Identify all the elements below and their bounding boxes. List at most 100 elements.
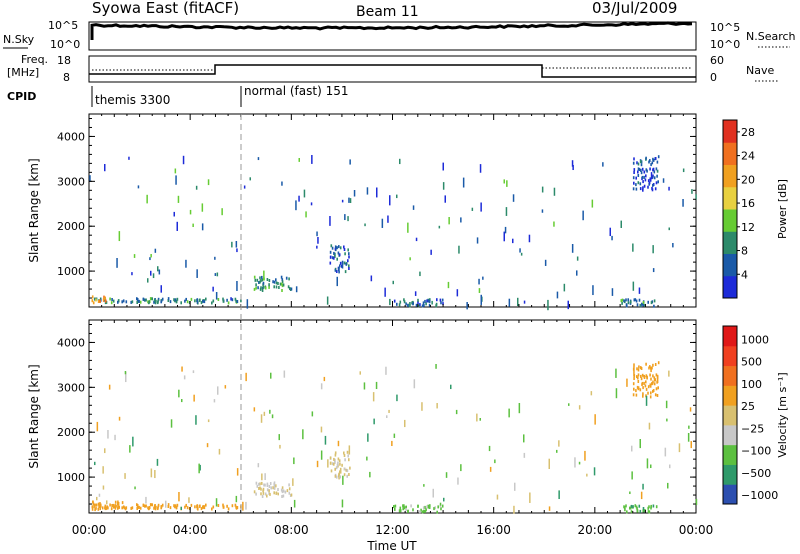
data-point <box>476 237 479 244</box>
power-colorbar-label: Power [dB] <box>776 179 789 239</box>
data-point <box>512 238 514 244</box>
data-point <box>116 258 118 268</box>
data-point <box>648 366 650 370</box>
data-point <box>632 176 635 180</box>
data-point <box>567 300 569 310</box>
x-tick-label: 00:00 <box>72 523 107 537</box>
data-point <box>118 416 121 421</box>
data-point <box>344 458 346 462</box>
data-point <box>273 481 276 490</box>
data-point <box>338 253 341 257</box>
data-point <box>611 235 613 241</box>
data-point <box>695 498 698 506</box>
data-point <box>216 272 219 277</box>
data-point <box>638 287 641 294</box>
data-point <box>136 504 139 507</box>
data-point <box>91 299 94 303</box>
data-point <box>558 440 560 447</box>
data-point <box>257 157 260 161</box>
data-point <box>261 289 264 292</box>
data-point <box>642 301 645 304</box>
data-point <box>255 492 257 496</box>
data-point <box>417 304 420 308</box>
data-point <box>94 508 96 512</box>
data-point <box>235 495 238 503</box>
data-point <box>284 490 287 494</box>
data-point <box>258 487 260 490</box>
data-point <box>584 450 586 461</box>
data-point <box>375 381 378 390</box>
data-point <box>504 226 507 234</box>
data-point <box>282 494 285 498</box>
data-point <box>334 467 336 471</box>
data-point <box>649 395 652 399</box>
data-point <box>682 199 684 207</box>
data-point <box>326 296 329 305</box>
data-point <box>656 374 659 384</box>
data-point <box>632 187 635 191</box>
data-point <box>260 279 262 283</box>
data-point <box>342 475 344 485</box>
data-point <box>657 155 660 159</box>
data-point <box>632 243 634 252</box>
data-point <box>344 270 347 274</box>
data-point <box>642 483 644 490</box>
data-point <box>205 297 207 301</box>
data-point <box>114 506 117 510</box>
data-point <box>185 503 187 507</box>
data-point <box>128 156 130 160</box>
colorbar-tick-label: −100 <box>741 445 771 458</box>
data-point <box>222 505 225 509</box>
data-point <box>412 302 414 306</box>
data-point <box>387 215 389 223</box>
data-point <box>93 505 95 509</box>
data-point <box>623 299 625 303</box>
data-point <box>514 482 516 491</box>
data-point <box>338 459 341 463</box>
data-point <box>288 277 290 281</box>
data-point <box>611 288 614 296</box>
data-point <box>609 227 611 237</box>
data-point <box>160 506 162 510</box>
data-point <box>388 409 390 413</box>
data-point <box>112 503 114 507</box>
data-point <box>667 482 669 489</box>
data-point <box>174 504 177 508</box>
data-point <box>642 186 644 190</box>
data-point <box>652 245 654 254</box>
data-point <box>625 298 627 302</box>
data-point <box>553 221 555 227</box>
data-point <box>633 366 635 377</box>
data-point <box>295 200 297 211</box>
data-point <box>275 285 278 289</box>
data-point <box>541 209 544 213</box>
data-point <box>289 287 291 290</box>
data-point <box>428 299 431 303</box>
data-point <box>653 170 656 174</box>
data-point <box>96 496 98 501</box>
data-point <box>440 301 442 305</box>
data-point <box>366 187 369 195</box>
data-point <box>574 457 576 468</box>
colorbar-swatch <box>723 365 737 386</box>
data-point <box>298 195 300 202</box>
data-point <box>627 298 629 302</box>
data-point <box>523 300 526 304</box>
data-point <box>417 301 419 305</box>
data-point <box>256 278 259 282</box>
data-point <box>156 458 159 466</box>
colorbar-tick-label: 8 <box>741 245 748 258</box>
data-point <box>110 507 113 511</box>
data-point <box>324 435 327 445</box>
data-point <box>175 505 178 509</box>
data-point <box>640 171 643 175</box>
data-point <box>644 384 647 388</box>
data-point <box>98 493 101 497</box>
data-point <box>366 456 368 461</box>
data-point <box>695 194 697 200</box>
data-point <box>281 181 283 186</box>
data-point <box>329 216 331 226</box>
data-point <box>633 157 635 161</box>
data-point <box>114 500 117 504</box>
data-point <box>668 186 670 191</box>
